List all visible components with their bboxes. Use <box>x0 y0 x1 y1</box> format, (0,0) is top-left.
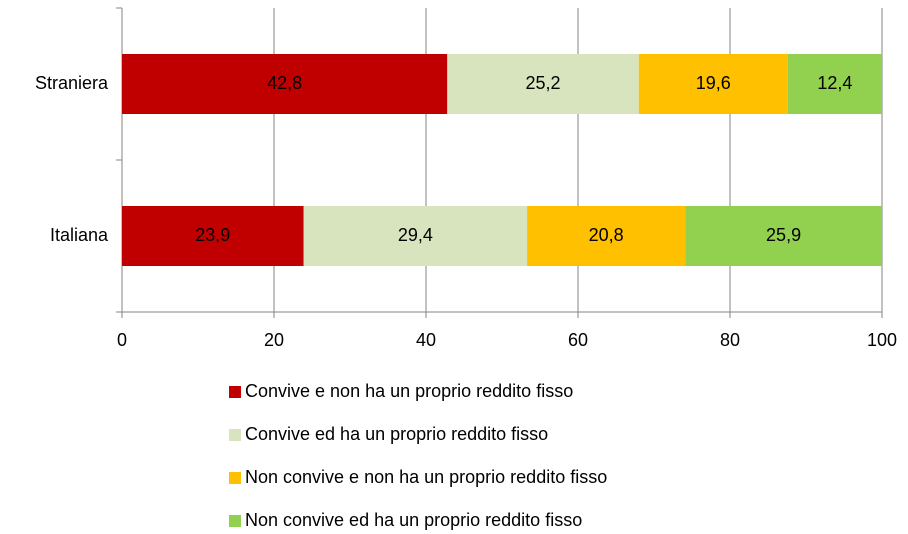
bar-segment <box>638 54 788 114</box>
x-tick-label: 80 <box>720 330 740 350</box>
legend-label: Non convive e non ha un proprio reddito … <box>245 467 607 487</box>
value-label: 29,4 <box>398 225 433 245</box>
value-label: 23,9 <box>195 225 230 245</box>
value-label: 19,6 <box>696 73 731 93</box>
value-label: 25,2 <box>526 73 561 93</box>
legend-swatch <box>229 429 241 441</box>
value-label: 12,4 <box>817 73 852 93</box>
legend-label: Convive e non ha un proprio reddito fiss… <box>245 381 573 401</box>
bar-segment <box>122 54 448 114</box>
bar-segment <box>122 206 304 266</box>
bar-segment <box>447 54 639 114</box>
x-tick-label: 100 <box>867 330 897 350</box>
bar-segment <box>787 54 882 114</box>
x-tick-label: 20 <box>264 330 284 350</box>
legend-swatch <box>229 472 241 484</box>
legend-label: Convive ed ha un proprio reddito fisso <box>245 424 548 444</box>
y-tick-label: Straniera <box>35 73 109 93</box>
legend-swatch <box>229 386 241 398</box>
value-label: 20,8 <box>589 225 624 245</box>
x-tick-label: 0 <box>117 330 127 350</box>
value-label: 25,9 <box>766 225 801 245</box>
y-tick-label: Italiana <box>50 225 109 245</box>
bar-segment <box>527 206 686 266</box>
legend-label: Non convive ed ha un proprio reddito fis… <box>245 510 582 530</box>
bar-segment <box>685 206 882 266</box>
value-label: 42,8 <box>267 73 302 93</box>
legend-swatch <box>229 515 241 527</box>
bar-segment <box>303 206 528 266</box>
x-tick-label: 60 <box>568 330 588 350</box>
x-tick-label: 40 <box>416 330 436 350</box>
